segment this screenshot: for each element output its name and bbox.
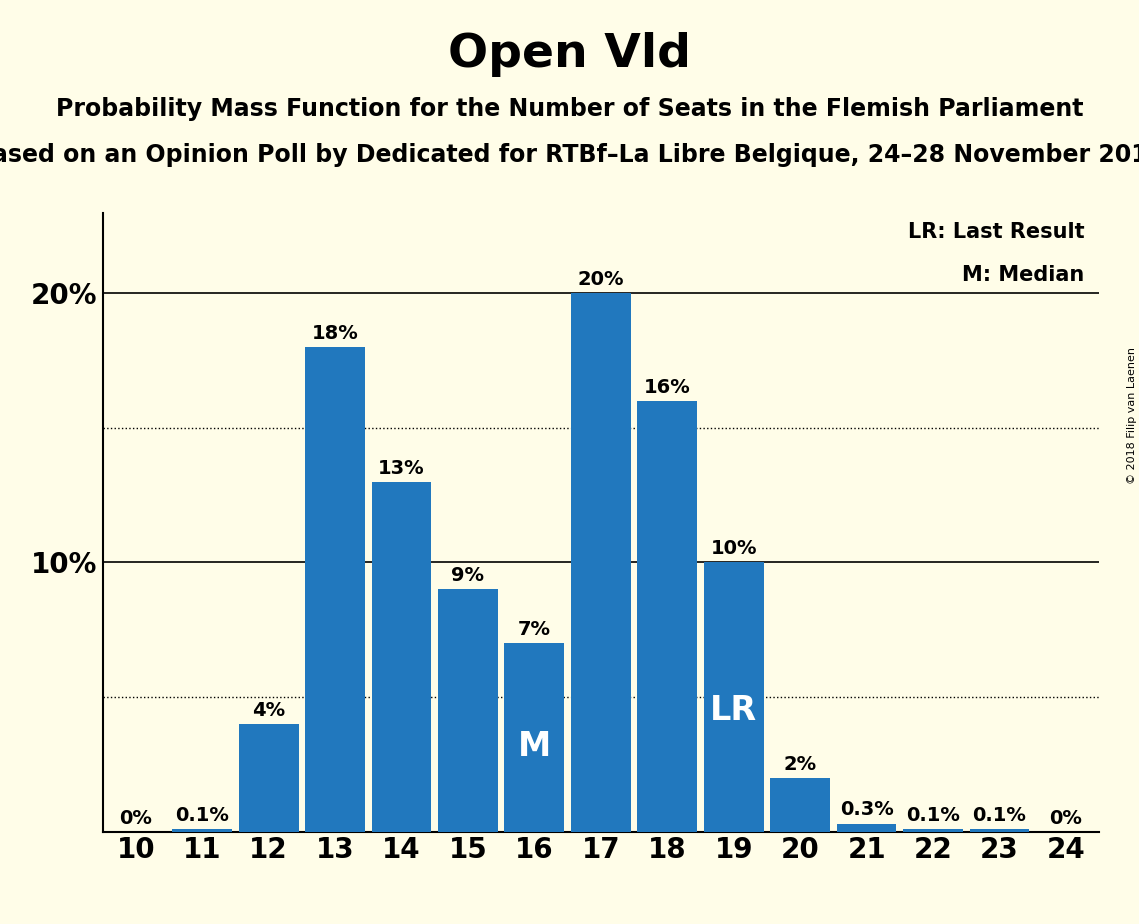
Text: Probability Mass Function for the Number of Seats in the Flemish Parliament: Probability Mass Function for the Number… [56, 97, 1083, 121]
Text: 2%: 2% [784, 755, 817, 773]
Bar [239, 723, 298, 832]
Text: LR: Last Result: LR: Last Result [908, 222, 1084, 242]
Text: © 2018 Filip van Laenen: © 2018 Filip van Laenen [1126, 347, 1137, 484]
Text: 9%: 9% [451, 566, 484, 585]
Bar [172, 829, 232, 832]
Text: 0%: 0% [120, 808, 153, 828]
Text: 20%: 20% [577, 270, 624, 289]
Text: 7%: 7% [518, 620, 551, 639]
Text: LR: LR [710, 694, 757, 727]
Text: 0%: 0% [1049, 808, 1082, 828]
Text: 0.1%: 0.1% [907, 806, 960, 825]
Bar [903, 829, 962, 832]
Text: M: Median: M: Median [962, 265, 1084, 286]
Bar [439, 590, 498, 832]
Text: 18%: 18% [312, 324, 359, 343]
Bar [770, 778, 830, 832]
Bar [837, 823, 896, 832]
Text: 0.1%: 0.1% [175, 806, 229, 825]
Text: 16%: 16% [644, 378, 690, 397]
Bar [571, 293, 631, 832]
Text: Based on an Opinion Poll by Dedicated for RTBf–La Libre Belgique, 24–28 November: Based on an Opinion Poll by Dedicated fo… [0, 143, 1139, 167]
Text: 10%: 10% [711, 540, 757, 558]
Text: 0.3%: 0.3% [839, 800, 893, 820]
Bar [704, 563, 763, 832]
Bar [969, 829, 1030, 832]
Text: 13%: 13% [378, 458, 425, 478]
Text: Open Vld: Open Vld [448, 32, 691, 78]
Text: M: M [518, 730, 551, 763]
Bar [371, 481, 432, 832]
Bar [505, 643, 564, 832]
Bar [305, 347, 364, 832]
Bar [638, 401, 697, 832]
Text: 4%: 4% [252, 701, 285, 720]
Text: 0.1%: 0.1% [973, 806, 1026, 825]
